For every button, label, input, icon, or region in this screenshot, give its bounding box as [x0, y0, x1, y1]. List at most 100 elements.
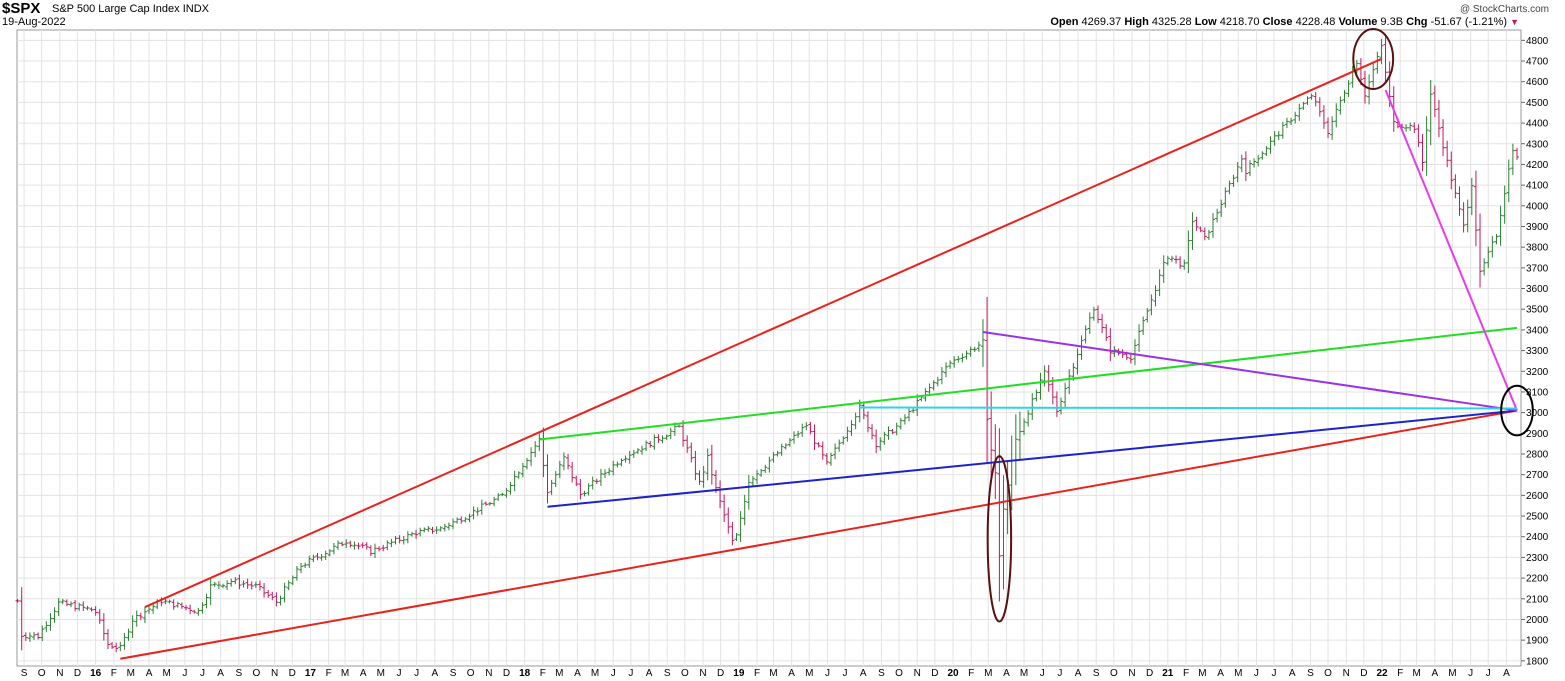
brand-watermark: @ StockCharts.com [1459, 4, 1549, 15]
volume-label: Volume [1338, 16, 1378, 28]
x-tick-label: O [253, 668, 261, 679]
x-tick-label: J [1468, 668, 1473, 679]
ohlc-bar-icon [18, 29, 28, 39]
y-tick-label: 3800 [1526, 243, 1549, 254]
volume-value: 9.3B [1380, 16, 1404, 28]
x-tick-label: N [699, 668, 706, 679]
x-tick-label: D [74, 668, 81, 679]
y-tick-label: 3200 [1526, 367, 1549, 378]
x-tick-label: D [717, 668, 724, 679]
x-tick-label: A [1217, 668, 1224, 679]
x-tick-label: M [377, 668, 385, 679]
y-tick-label: 4200 [1526, 160, 1549, 171]
x-tick-label: M [1448, 668, 1456, 679]
x-tick-label: N [271, 668, 278, 679]
x-tick-label: 21 [1162, 668, 1174, 679]
highlight-apex [1500, 384, 1534, 437]
y-tick-label: 2100 [1526, 594, 1549, 605]
x-tick-label: A [1503, 668, 1510, 679]
x-tick-label: M [805, 668, 813, 679]
x-tick-label: M [555, 668, 563, 679]
chart-symbol: $SPX [2, 0, 41, 17]
x-tick-label: F [1183, 668, 1189, 679]
y-tick-label: 2600 [1526, 491, 1549, 502]
x-tick-label: 18 [519, 668, 531, 679]
x-tick-label: J [1272, 668, 1277, 679]
x-tick-label: F [540, 668, 546, 679]
x-tick-label: S [664, 668, 671, 679]
trendline-blue [547, 409, 1518, 508]
exchange-label: INDX [182, 3, 209, 15]
highlight-march-2020-low [986, 455, 1013, 623]
series-legend: $SPX (Weekly) 4228.48 [18, 29, 138, 41]
y-tick-label: 2300 [1526, 553, 1549, 564]
x-tick-label: D [1146, 668, 1153, 679]
x-tick-label: A [788, 668, 795, 679]
x-tick-label: N [1343, 668, 1350, 679]
low-label: Low [1194, 16, 1217, 28]
high-label: High [1124, 16, 1149, 28]
x-tick-label: N [485, 668, 492, 679]
y-tick-label: 3100 [1526, 387, 1549, 398]
low-value: 4218.70 [1219, 16, 1260, 28]
x-tick-label: M [1198, 668, 1206, 679]
y-tick-label: 3400 [1526, 325, 1549, 336]
x-tick-label: 17 [305, 668, 317, 679]
x-tick-label: J [1040, 668, 1045, 679]
x-tick-label: M [341, 668, 349, 679]
y-tick-label: 3300 [1526, 346, 1549, 357]
x-tick-label: F [754, 668, 760, 679]
chart-name: S&P 500 Large Cap Index INDX [52, 3, 209, 15]
x-tick-label: S [21, 668, 28, 679]
x-tick-label: M [1234, 668, 1242, 679]
y-tick-label: 3600 [1526, 284, 1549, 295]
trendline-cyan [859, 406, 1518, 410]
x-tick-label: M [984, 668, 992, 679]
y-tick-label: 4300 [1526, 139, 1549, 150]
x-tick-label: M [162, 668, 170, 679]
x-tick-label: J [182, 668, 187, 679]
ohlc-readout: Open 4269.37 High 4325.28 Low 4218.70 Cl… [1050, 16, 1519, 28]
trendline-red-upper [144, 58, 1382, 608]
y-tick-label: 4800 [1526, 36, 1549, 47]
y-tick-label: 1800 [1526, 656, 1549, 667]
plot-area [16, 29, 1522, 667]
chg-down-icon: ▼ [1510, 17, 1519, 27]
y-tick-label: 4500 [1526, 98, 1549, 109]
x-tick-label: N [914, 668, 921, 679]
x-tick-label: A [1289, 668, 1296, 679]
x-tick-label: F [1397, 668, 1403, 679]
x-tick-label: O [1324, 668, 1332, 679]
x-tick-label: S [450, 668, 457, 679]
x-tick-label: S [1307, 668, 1314, 679]
y-tick-label: 3500 [1526, 305, 1549, 316]
y-tick-label: 2700 [1526, 470, 1549, 481]
x-tick-label: A [574, 668, 581, 679]
x-tick-label: A [860, 668, 867, 679]
x-tick-label: D [931, 668, 938, 679]
x-tick-label: A [146, 668, 153, 679]
x-tick-label: 19 [733, 668, 745, 679]
x-tick-label: M [591, 668, 599, 679]
y-tick-label: 4400 [1526, 119, 1549, 130]
x-tick-label: A [646, 668, 653, 679]
y-tick-label: 3700 [1526, 263, 1549, 274]
y-tick-label: 4100 [1526, 181, 1549, 192]
legend-label: $SPX (Weekly) 4228.48 [31, 30, 138, 41]
x-tick-label: A [1075, 668, 1082, 679]
y-tick-label: 3900 [1526, 222, 1549, 233]
y-tick-label: 3000 [1526, 408, 1549, 419]
x-tick-label: O [38, 668, 46, 679]
y-tick-label: 2900 [1526, 429, 1549, 440]
x-tick-label: F [968, 668, 974, 679]
close-value: 4228.48 [1295, 16, 1336, 28]
x-tick-label: 20 [947, 668, 959, 679]
x-tick-label: D [1360, 668, 1367, 679]
y-tick-label: 4000 [1526, 201, 1549, 212]
x-tick-label: S [235, 668, 242, 679]
y-tick-label: 4600 [1526, 77, 1549, 88]
chart-date: 19-Aug-2022 [2, 16, 66, 28]
close-label: Close [1262, 16, 1293, 28]
